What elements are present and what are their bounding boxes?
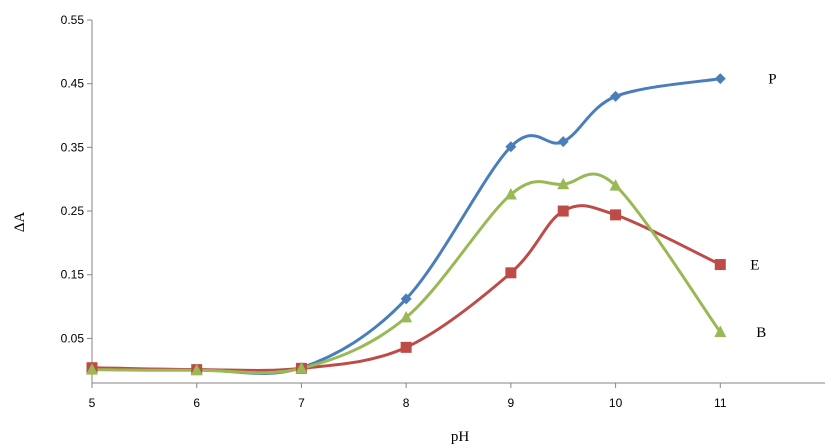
marker-b (86, 363, 98, 375)
marker-e (400, 341, 412, 353)
series-label-b: B (756, 325, 766, 341)
axes (87, 19, 825, 388)
x-tick-label: 7 (298, 396, 305, 410)
y-axis-title: ΔA (12, 212, 28, 233)
y-tick-label: 0.15 (61, 268, 85, 282)
series-line-p (90, 77, 722, 375)
marker-p (557, 136, 569, 148)
marker-p (505, 141, 517, 153)
series-label-e: E (750, 258, 759, 274)
marker-b (295, 361, 308, 374)
series-labels: P E B (750, 72, 776, 341)
x-tick-label: 10 (609, 396, 623, 410)
tick-labels: 0.05 0.15 0.25 0.35 0.45 0.55 5 6 7 8 9 10 11 (61, 13, 727, 410)
series-label-p: P (768, 72, 776, 88)
marker-p (400, 293, 412, 305)
marker-b (714, 325, 727, 338)
marker-e (505, 267, 517, 279)
marker-p (610, 90, 622, 102)
x-tick-label: 9 (508, 396, 515, 410)
y-tick-label: 0.45 (61, 77, 85, 91)
y-tick-label: 0.55 (61, 13, 85, 27)
marker-p (714, 73, 726, 85)
x-tick-label: 8 (403, 396, 410, 410)
x-tick-label: 5 (89, 396, 96, 410)
x-tick-label: 6 (193, 396, 200, 410)
x-tick-label: 11 (714, 396, 727, 410)
marker-e (610, 209, 622, 221)
marker-e (714, 259, 726, 271)
y-tick-label: 0.25 (61, 204, 85, 218)
y-tick-label: 0.35 (61, 140, 85, 154)
marker-b (400, 310, 413, 323)
y-tick-label: 0.05 (61, 331, 85, 345)
marker-b (190, 363, 203, 376)
x-axis-title: pH (451, 429, 470, 445)
marker-b (557, 177, 570, 190)
series-lines (90, 77, 722, 375)
series-markers (86, 73, 727, 376)
marker-b (504, 187, 517, 200)
marker-e (557, 205, 569, 217)
marker-b (609, 179, 622, 191)
